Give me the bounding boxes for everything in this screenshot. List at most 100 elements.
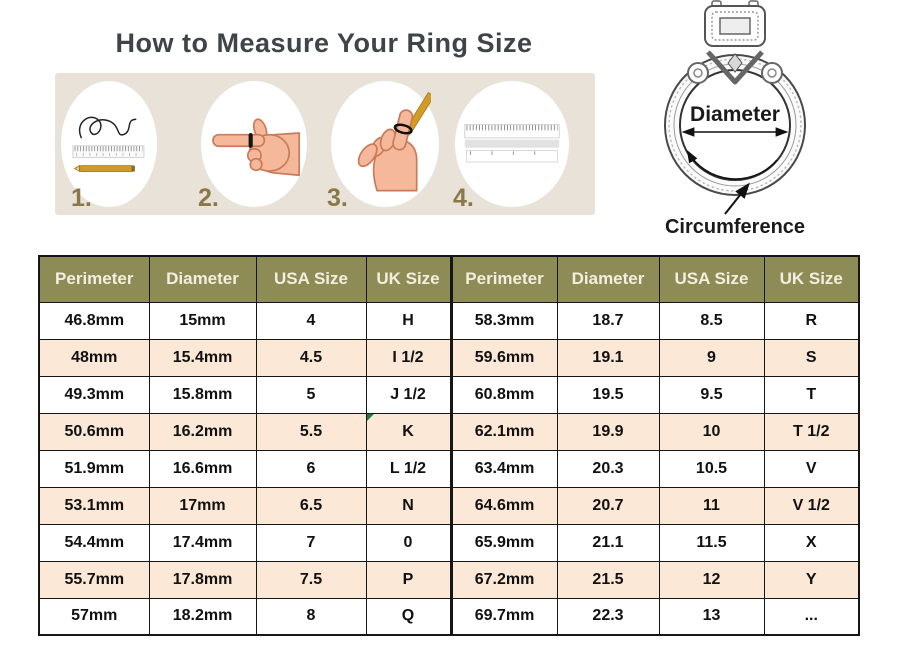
table-cell: 5 [255,375,367,414]
table-cell: 19.9 [556,412,660,451]
table-cell: 63.4mm [450,449,558,488]
table-cell: Q [365,597,453,636]
table-cell: 8 [255,597,367,636]
table-cell: 6 [255,449,367,488]
table-row: 50.6mm 16.2mm 5.5 K 62.1mm 19.9 10 T 1/2 [38,412,860,451]
table-row: 53.1mm 17mm 6.5 N 64.6mm 20.7 11 V 1/2 [38,486,860,525]
table-cell: 13 [658,597,765,636]
table-cell: 15.8mm [148,375,257,414]
table-cell: 9.5 [658,375,765,414]
table-cell: 21.1 [556,523,660,562]
table-cell: 53.1mm [38,486,150,525]
table-cell: V 1/2 [763,486,860,525]
table-cell: 49.3mm [38,375,150,414]
table-cell: 54.4mm [38,523,150,562]
step-4-illustration [455,81,569,207]
table-cell: 19.1 [556,338,660,377]
column-header: Perimeter [450,255,558,303]
column-header: UK Size [763,255,860,303]
column-header: USA Size [255,255,367,303]
column-header: USA Size [658,255,765,303]
table-cell: 18.7 [556,301,660,340]
column-header: Diameter [148,255,257,303]
table-cell: 7.5 [255,560,367,599]
table-cell: S [763,338,860,377]
table-cell: 7 [255,523,367,562]
table-row: 49.3mm 15.8mm 5 J 1/2 60.8mm 19.5 9.5 T [38,375,860,414]
step-number: 1. [71,184,92,212]
table-cell: 48mm [38,338,150,377]
table-cell: 21.5 [556,560,660,599]
step-3-illustration [331,81,439,207]
hand-marking-string-with-pencil-icon [357,91,432,192]
column-header: Perimeter [38,255,150,303]
table-cell: L 1/2 [365,449,453,488]
table-cell: 12 [658,560,765,599]
table-cell: 8.5 [658,301,765,340]
table-cell: 46.8mm [38,301,150,340]
table-cell: 6.5 [255,486,367,525]
step-1-illustration [61,81,157,207]
table-cell: 69.7mm [450,597,558,636]
table-cell: 51.9mm [38,449,150,488]
hand-pointing-with-string-icon [212,118,300,176]
table-cell: 60.8mm [450,375,558,414]
header-row: Perimeter Diameter USA Size UK Size Perimete… [38,255,860,303]
step-number: 4. [453,184,474,212]
table-row: 54.4mm 17.4mm 7 0 65.9mm 21.1 11.5 X [38,523,860,562]
step-number: 3. [327,184,348,212]
column-header: UK Size [365,255,453,303]
circumference-label: Circumference [665,216,805,238]
table-cell: 20.7 [556,486,660,525]
table-cell: 9 [658,338,765,377]
table-cell: 20.3 [556,449,660,488]
table-cell: N [365,486,453,525]
table-cell: R [763,301,860,340]
table-cell: 57mm [38,597,150,636]
table-cell: 10 [658,412,765,451]
table-row: 57mm 18.2mm 8 Q 69.7mm 22.3 13... [38,597,860,636]
table-cell: J 1/2 [365,375,453,414]
table-cell: 55.7mm [38,560,150,599]
table-cell: H [365,301,453,340]
table-cell: 22.3 [556,597,660,636]
table-cell: 59.6mm [450,338,558,377]
table-cell: P [365,560,453,599]
table-cell: 16.6mm [148,449,257,488]
table-cell: 58.3mm [450,301,558,340]
table-cell: V [763,449,860,488]
ring-diagram: Diameter Circumference [664,0,806,238]
steps-banner: 1. 2. 3. 4. [55,73,595,215]
ring-size-table: Perimeter Diameter USA Size UK Size Perimete… [38,255,860,636]
string-ruler-pencil-icon [72,116,145,172]
table-cell: 15.4mm [148,338,257,377]
table-cell: I 1/2 [365,338,453,377]
table-cell: 62.1mm [450,412,558,451]
table-cell: ... [763,597,860,636]
table-cell: 19.5 [556,375,660,414]
column-header: Diameter [556,255,660,303]
table-row: 48mm 15.4mm 4.5 I 1/2 59.6mm 19.1 9 S [38,338,860,377]
table-body: 46.8mm 15mm 4 H 58.3mm 18.7 8.5 R 48mm 15.4mm 4.5 I… [38,301,860,636]
table-cell: 17mm [148,486,257,525]
table-cell: 11 [658,486,765,525]
ruler-icon [464,123,560,163]
table-cell: 16.2mm [148,412,257,451]
table-cell: 17.8mm [148,560,257,599]
table-cell: 4.5 [255,338,367,377]
table-cell: K [365,412,453,451]
page-title: How to Measure Your Ring Size [115,28,533,58]
table-cell: 4 [255,301,367,340]
table-row: 55.7mm 17.8mm 7.5 P 67.2mm 21.5 12 Y [38,560,860,599]
step-2-illustration [201,81,307,207]
table-cell: 15mm [148,301,257,340]
table-cell: X [763,523,860,562]
table-cell: 65.9mm [450,523,558,562]
table-row: 46.8mm 15mm 4 H 58.3mm 18.7 8.5 R [38,301,860,340]
table-cell: 18.2mm [148,597,257,636]
table-cell: 17.4mm [148,523,257,562]
table-cell: 0 [365,523,453,562]
table-cell: 5.5 [255,412,367,451]
table-cell: T [763,375,860,414]
